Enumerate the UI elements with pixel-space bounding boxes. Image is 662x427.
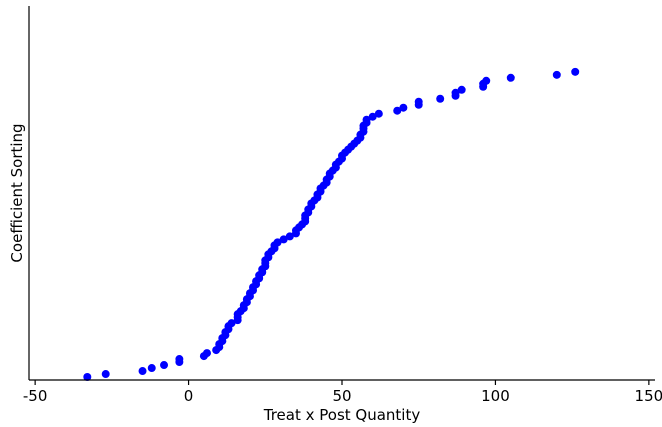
data-point	[83, 373, 92, 382]
data-point	[368, 112, 377, 121]
data-point	[571, 67, 580, 76]
x-tick-label: -50	[23, 387, 48, 405]
data-point	[285, 232, 294, 241]
data-point	[160, 361, 169, 370]
points-layer	[83, 67, 580, 382]
data-point	[147, 364, 156, 373]
data-point	[202, 349, 211, 358]
data-point	[273, 238, 282, 247]
x-axis-title: Treat x Post Quantity	[263, 406, 421, 424]
data-point	[457, 85, 466, 94]
data-point	[393, 106, 402, 115]
data-point	[552, 70, 561, 79]
data-point	[414, 97, 423, 106]
data-point	[227, 319, 236, 328]
x-tick-label: 100	[481, 387, 510, 405]
data-point	[399, 103, 408, 112]
data-point	[436, 94, 445, 103]
y-axis-title: Coefficient Sorting	[8, 123, 26, 262]
data-point	[451, 88, 460, 97]
x-tick-label: 50	[332, 387, 351, 405]
data-point	[374, 109, 383, 118]
x-tick-label: 0	[184, 387, 194, 405]
x-tick-label: 150	[635, 387, 662, 405]
data-point	[482, 76, 491, 85]
x-ticks: -50 0 50 100 150	[23, 380, 662, 405]
data-point	[506, 73, 515, 82]
data-point	[101, 370, 110, 379]
data-point	[362, 115, 371, 124]
data-point	[175, 355, 184, 364]
data-point	[279, 235, 288, 244]
data-point	[138, 367, 147, 376]
